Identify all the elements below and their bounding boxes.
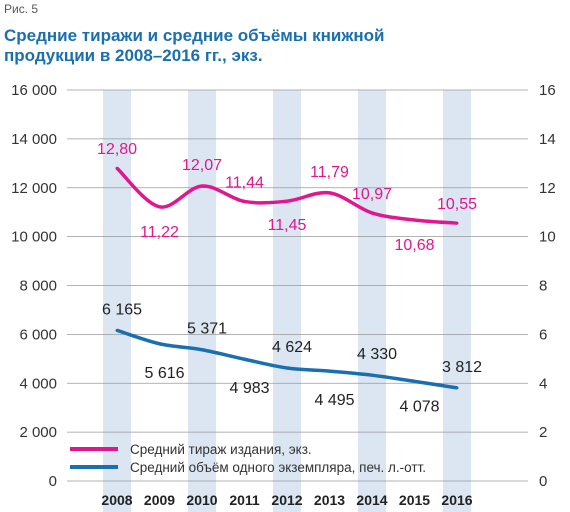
year-band-2016 <box>443 90 471 512</box>
data-point-tirazh-2015 <box>413 218 416 222</box>
data-point-obem-2015 <box>413 379 416 383</box>
data-label-tirazh-2013: 11,79 <box>310 164 349 181</box>
data-point-obem-2009 <box>158 342 161 346</box>
data-label-obem-2009: 5 616 <box>144 365 184 382</box>
data-point-tirazh-2008 <box>115 166 119 170</box>
x-tick-label-2013: 2013 <box>314 492 345 508</box>
data-label-obem-2010: 5 371 <box>187 321 227 338</box>
y-left-tick-label: 12 000 <box>11 180 57 197</box>
y-left-tick-label: 6 000 <box>19 326 57 343</box>
data-point-obem-2012 <box>285 366 289 370</box>
data-label-tirazh-2009: 11,22 <box>140 224 179 241</box>
y-right-tick-label: 16 <box>539 82 556 99</box>
data-label-obem-2011: 4 983 <box>229 380 269 397</box>
data-point-tirazh-2010 <box>200 184 204 188</box>
data-label-tirazh-2008: 12,80 <box>97 141 137 158</box>
y-right-tick-label: 14 <box>539 131 556 148</box>
y-left-tick-label: 10 000 <box>11 229 57 246</box>
chart-title-line-2: продукции в 2008–2016 гг., экз. <box>4 46 263 65</box>
year-band-2014 <box>358 90 386 512</box>
year-band-2010 <box>188 90 216 512</box>
x-tick-label-2009: 2009 <box>144 492 175 508</box>
data-label-tirazh-2016: 10,55 <box>437 196 477 213</box>
data-label-tirazh-2012: 11,45 <box>268 217 307 234</box>
y-right-tick-label: 10 <box>539 229 556 246</box>
data-label-obem-2014: 4 330 <box>357 346 397 363</box>
data-point-obem-2008 <box>115 328 119 332</box>
data-point-obem-2010 <box>200 348 204 352</box>
data-label-obem-2016: 3 812 <box>442 359 482 376</box>
y-right-tick-label: 4 <box>539 375 547 392</box>
y-right-tick-label: 0 <box>539 473 547 490</box>
x-tick-label-2012: 2012 <box>271 492 302 508</box>
legend-tirazh-label: Средний тираж издания, экз. <box>130 442 312 457</box>
y-right-tick-label: 2 <box>539 424 547 441</box>
data-point-tirazh-2014 <box>370 211 374 215</box>
x-tick-label-2016: 2016 <box>441 492 472 508</box>
data-point-obem-2013 <box>328 369 331 373</box>
y-right-tick-label: 6 <box>539 326 547 343</box>
y-left-tick-label: 14 000 <box>11 131 57 148</box>
data-point-obem-2014 <box>370 373 374 377</box>
year-band-2012 <box>273 90 301 512</box>
chart-title-line-1: Средние тиражи и средние объёмы книжной <box>4 26 385 45</box>
y-left-tick-label: 8 000 <box>19 278 57 295</box>
data-label-obem-2012: 4 624 <box>272 339 312 356</box>
data-point-tirazh-2011 <box>243 199 246 203</box>
chart-title: Средние тиражи и средние объёмы книжной … <box>4 26 544 66</box>
data-label-tirazh-2010: 12,07 <box>182 157 222 174</box>
data-point-obem-2011 <box>243 357 246 361</box>
legend-obem-label: Средний объём одного экземпляра, печ. л.… <box>130 460 426 475</box>
x-tick-label-2008: 2008 <box>101 492 132 508</box>
y-left-tick-label: 2 000 <box>19 424 57 441</box>
data-label-tirazh-2011: 11,44 <box>225 174 264 191</box>
data-point-tirazh-2009 <box>158 205 161 209</box>
data-label-obem-2013: 4 495 <box>314 392 354 409</box>
y-right-tick-label: 12 <box>539 180 556 197</box>
data-point-tirazh-2012 <box>285 199 289 203</box>
year-band-2008 <box>103 90 131 512</box>
data-point-tirazh-2016 <box>455 221 459 225</box>
y-left-tick-label: 4 000 <box>19 375 57 392</box>
x-tick-label-2014: 2014 <box>356 492 387 508</box>
data-point-tirazh-2013 <box>328 191 331 195</box>
data-point-obem-2016 <box>455 386 459 390</box>
data-label-tirazh-2015: 10,68 <box>394 237 434 254</box>
data-label-obem-2008: 6 165 <box>102 301 142 318</box>
data-label-tirazh-2014: 10,97 <box>352 186 392 203</box>
y-left-tick-label: 16 000 <box>11 82 57 99</box>
figure-label: Рис. 5 <box>4 2 39 16</box>
data-label-obem-2015: 4 078 <box>399 398 439 415</box>
y-left-tick-label: 0 <box>49 473 57 490</box>
x-tick-label-2010: 2010 <box>186 492 217 508</box>
x-tick-label-2015: 2015 <box>399 492 430 508</box>
x-tick-label-2011: 2011 <box>229 492 260 508</box>
y-right-tick-label: 8 <box>539 278 547 295</box>
